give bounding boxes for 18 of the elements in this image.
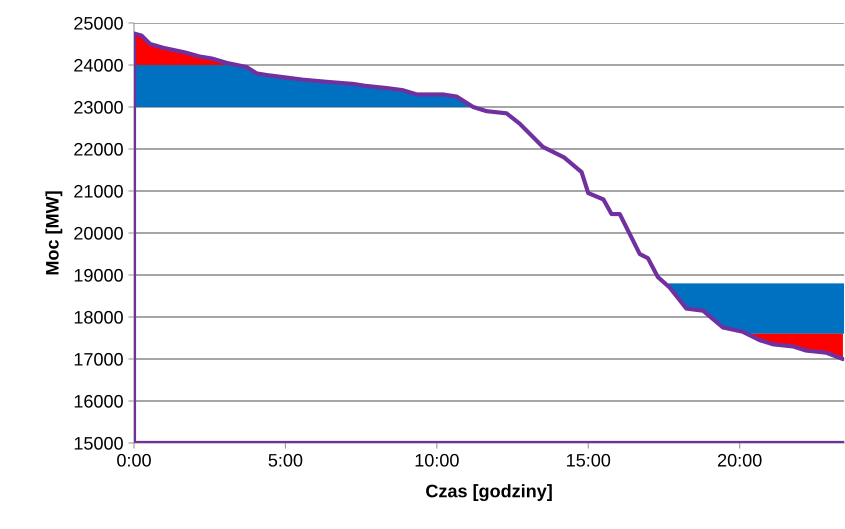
y-tick-label: 17000 <box>74 352 123 366</box>
y-tick-label: 23000 <box>74 100 123 114</box>
x-axis-title: Czas [godziny] <box>426 484 552 502</box>
x-tick-label: 0:00 <box>117 454 151 467</box>
y-tick-label: 18000 <box>74 310 123 324</box>
x-tick-label: 10:00 <box>416 454 459 467</box>
x-tick-label: 15:00 <box>567 454 610 467</box>
y-tick-label: 24000 <box>74 58 123 72</box>
y-tick-label: 21000 <box>74 184 123 198</box>
y-tick-label: 25000 <box>74 16 123 30</box>
y-tick-label: 22000 <box>74 142 123 156</box>
y-tick-label: 16000 <box>74 394 123 408</box>
x-tick-label: 20:00 <box>718 454 762 467</box>
y-axis-title: Moc [MW] <box>45 191 62 274</box>
y-tick-label: 19000 <box>74 268 123 282</box>
x-tick-label: 5:00 <box>268 454 302 467</box>
y-tick-label: 15000 <box>74 436 123 450</box>
y-tick-label: 20000 <box>74 226 123 240</box>
